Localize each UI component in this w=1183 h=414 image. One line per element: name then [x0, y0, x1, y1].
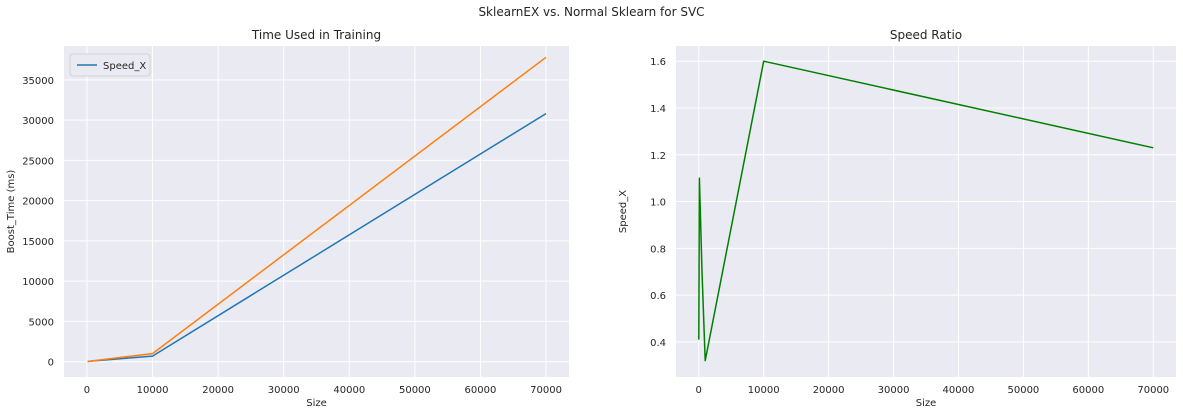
chart1-x-tick-label: 10000: [137, 385, 169, 396]
chart2-x-tick-label: 60000: [1072, 385, 1104, 396]
chart2-x-tick-label: 50000: [1007, 385, 1039, 396]
chart1-y-tick-label: 20000: [22, 197, 54, 208]
chart2-plot-area: [676, 46, 1176, 377]
chart2-y-axis-label: Speed_X: [618, 190, 629, 233]
chart2-y-tick-label: 1.0: [650, 198, 666, 209]
chart2-y-tick-label: 0.6: [650, 291, 666, 302]
chart1-x-tick-label: 40000: [333, 385, 365, 396]
chart2-title: Speed Ratio: [890, 28, 962, 42]
chart1-series-2-line: [87, 56, 547, 363]
chart1-y-tick-label: 10000: [22, 277, 54, 288]
chart2-y-tick-label: 1.4: [650, 104, 666, 115]
chart1-x-tick-label: 50000: [399, 385, 431, 396]
chart1-x-axis-label: Size: [306, 398, 327, 409]
chart1-y-tick-label: 0: [48, 358, 54, 369]
chart2-y-tick-label: 1.6: [650, 57, 666, 68]
chart1-x-tick-label: 20000: [202, 385, 234, 396]
chart1-y-tick-label: 30000: [22, 116, 54, 127]
chart1-y-tick-label: 15000: [22, 237, 54, 248]
chart2-x-axis-label: Size: [916, 398, 937, 409]
figure-title: SklearnEX vs. Normal Sklearn for SVC: [478, 5, 705, 19]
chart2-x-tick-label: 40000: [943, 385, 975, 396]
chart2-series-1-line: [698, 60, 1154, 362]
chart2-x-tick-label: 0: [696, 385, 702, 396]
chart1-title: Time Used in Training: [251, 28, 381, 42]
chart1-x-tick-label: 0: [84, 385, 90, 396]
chart1-legend-label: Speed_X: [103, 61, 146, 72]
chart1-x-tick-label: 70000: [530, 385, 562, 396]
chart1-y-axis-label: Boost_Time (ms): [6, 170, 17, 254]
chart2-x-tick-label: 70000: [1137, 385, 1169, 396]
chart1-x-tick-label: 30000: [268, 385, 300, 396]
chart1-x-tick-label: 60000: [465, 385, 497, 396]
chart2-y-tick-label: 0.8: [650, 244, 666, 255]
chart1-y-tick-label: 25000: [22, 156, 54, 167]
chart2-y-tick-label: 1.2: [650, 151, 666, 162]
chart2-x-tick-label: 10000: [748, 385, 780, 396]
chart2-y-tick-label: 0.4: [650, 338, 666, 349]
chart1-plot-area: [64, 46, 569, 377]
chart2-x-tick-label: 30000: [878, 385, 910, 396]
chart1-y-tick-label: 35000: [22, 76, 54, 87]
chart1-y-tick-label: 5000: [29, 317, 54, 328]
chart1-legend-box: [69, 53, 151, 77]
chart2-x-tick-label: 20000: [813, 385, 845, 396]
